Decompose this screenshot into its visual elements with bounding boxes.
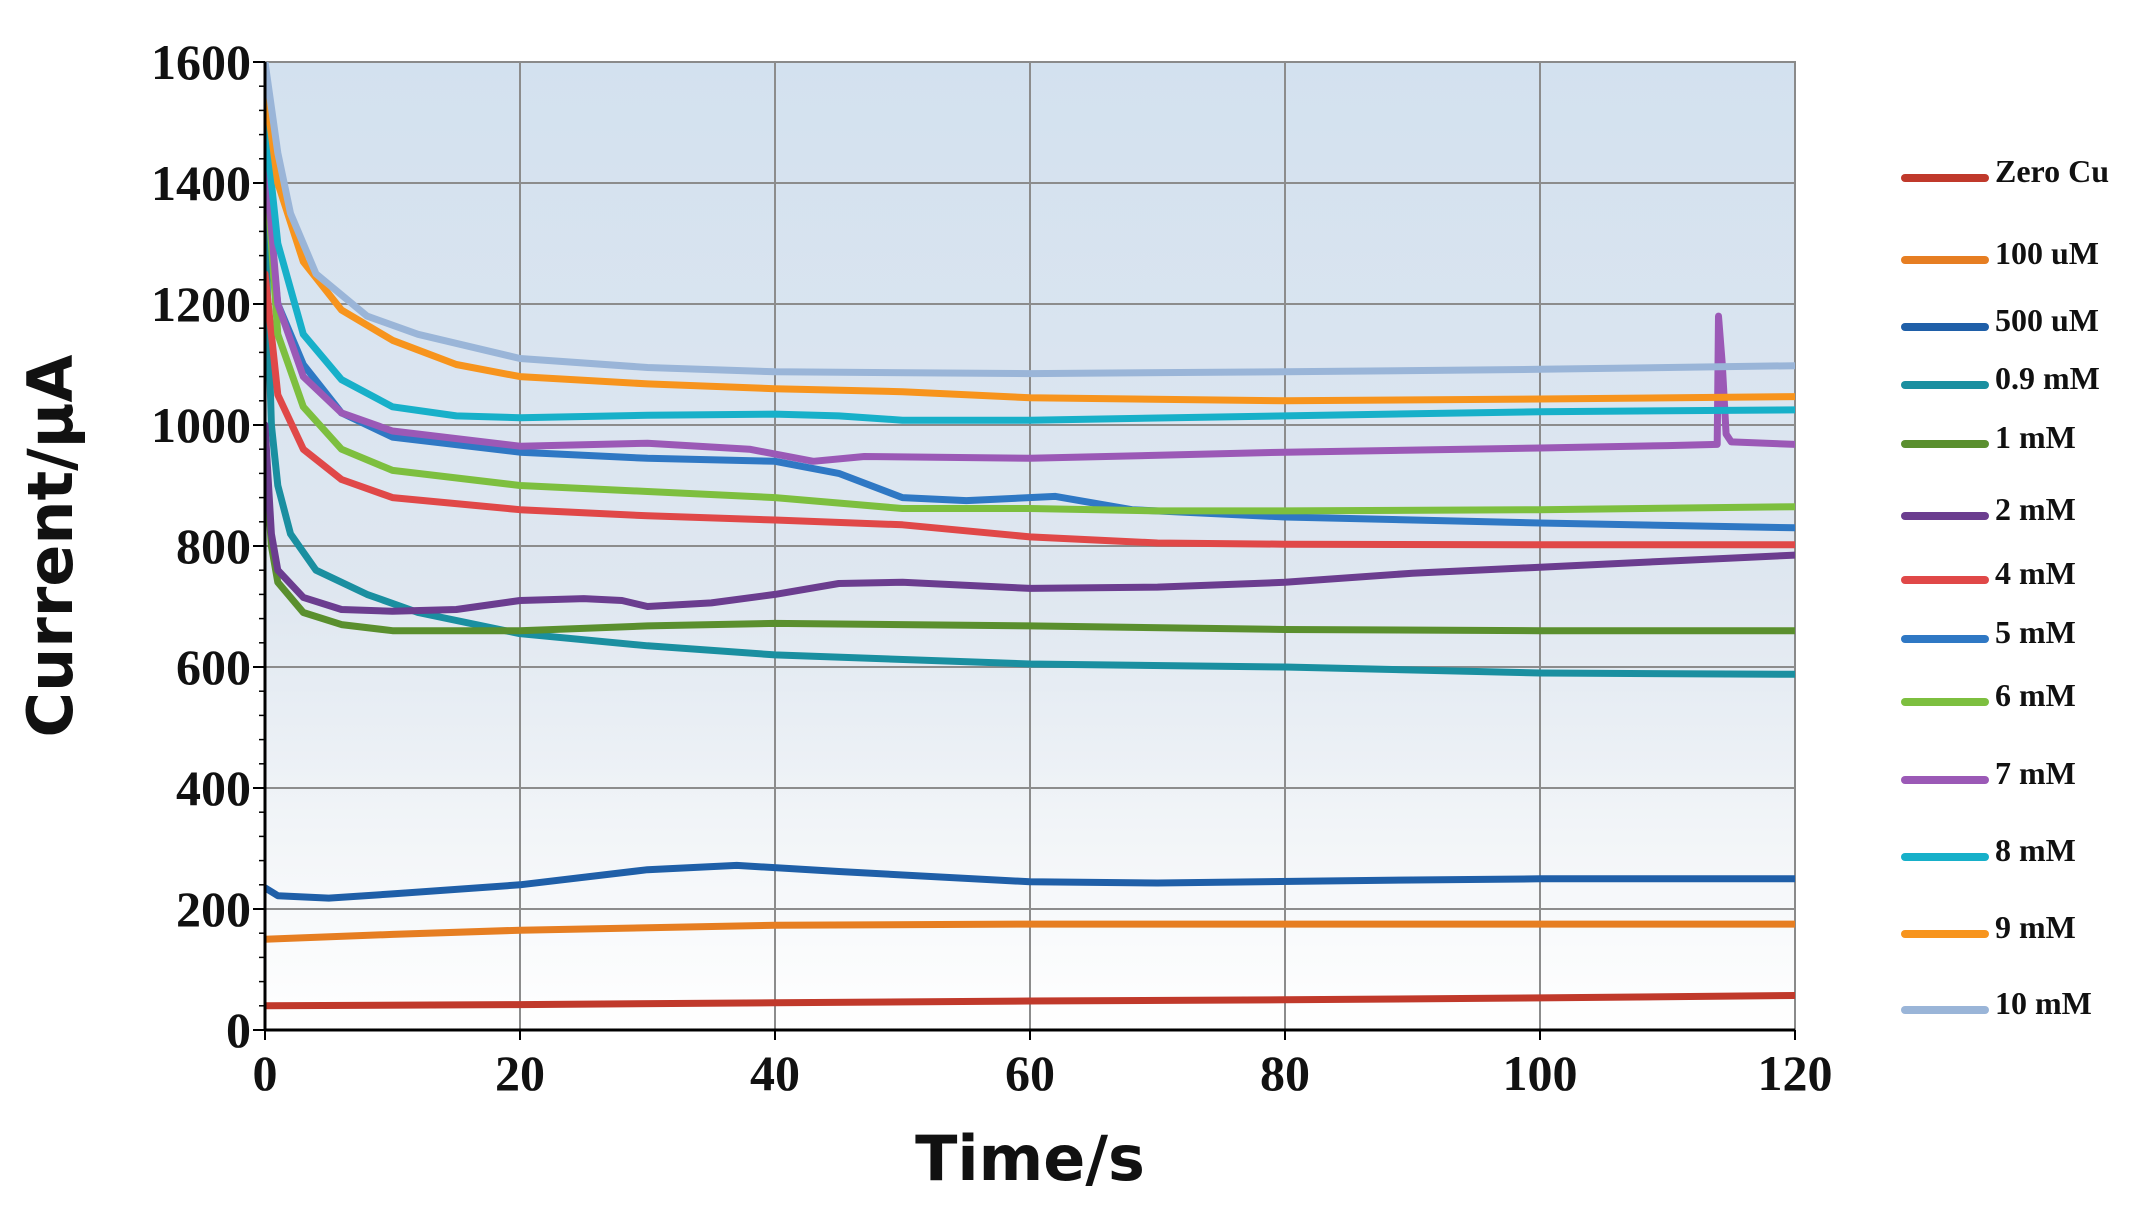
series-lines xyxy=(265,62,1795,1010)
legend-label: 8 mM xyxy=(1995,832,2076,868)
series-line-4 xyxy=(265,445,1795,635)
series-line-1 xyxy=(265,920,1795,943)
x-axis-title: Time/s xyxy=(915,1122,1145,1195)
series-line-8 xyxy=(265,149,1795,515)
legend-label: 500 uM xyxy=(1995,302,2099,338)
tick-labels: 0 20 40 60 80 100 1200200400600800100012001400… xyxy=(151,34,1833,1101)
y-tick-label: 1400 xyxy=(151,155,251,211)
legend-label: 4 mM xyxy=(1995,555,2076,591)
legend-label: 10 mM xyxy=(1995,985,2092,1021)
y-tick-label: 1000 xyxy=(151,397,251,453)
series-line-5 xyxy=(265,421,1795,615)
x-tick-label: 100 xyxy=(1503,1045,1578,1101)
series-line-11 xyxy=(265,82,1795,405)
legend-label: 7 mM xyxy=(1995,755,2076,791)
grid xyxy=(265,62,1795,1030)
y-axis-title: Current/μA xyxy=(14,355,87,738)
y-tick-label: 200 xyxy=(176,881,251,937)
series-line-3 xyxy=(265,209,1795,678)
x-tick-label: 120 xyxy=(1758,1045,1833,1101)
y-tick-label: 400 xyxy=(176,760,251,816)
y-tick-label: 600 xyxy=(176,639,251,695)
legend-label: 6 mM xyxy=(1995,677,2076,713)
y-tick-label: 1600 xyxy=(151,34,251,90)
legend: Zero Cu 100 uM 500 uM 0.9 mM 1 mM 2 mM 4 mM 5 m… xyxy=(1901,153,2109,1021)
x-tick-label: 20 xyxy=(495,1045,545,1101)
y-tick-label: 0 xyxy=(226,1002,251,1058)
series-line-6 xyxy=(265,270,1795,549)
legend-label: 5 mM xyxy=(1995,614,2076,650)
series-line-9 xyxy=(265,149,1795,465)
y-tick-label: 1200 xyxy=(151,276,251,332)
x-tick-label: 80 xyxy=(1260,1045,1310,1101)
series-line-12 xyxy=(265,62,1795,378)
axes xyxy=(253,61,1796,1040)
legend-label: 9 mM xyxy=(1995,909,2076,945)
series-line-2 xyxy=(265,861,1795,902)
legend-label: 100 uM xyxy=(1995,235,2099,271)
legend-label: 0.9 mM xyxy=(1995,360,2100,396)
legend-label: Zero Cu xyxy=(1995,153,2109,189)
legend-label: 1 mM xyxy=(1995,419,2076,455)
series-line-10 xyxy=(265,119,1795,424)
x-tick-label: 40 xyxy=(750,1045,800,1101)
legend-label: 2 mM xyxy=(1995,491,2076,527)
series-line-0 xyxy=(265,992,1795,1010)
x-tick-label: 60 xyxy=(1005,1045,1055,1101)
x-tick-label: 0 xyxy=(253,1045,278,1101)
y-tick-label: 800 xyxy=(176,518,251,574)
